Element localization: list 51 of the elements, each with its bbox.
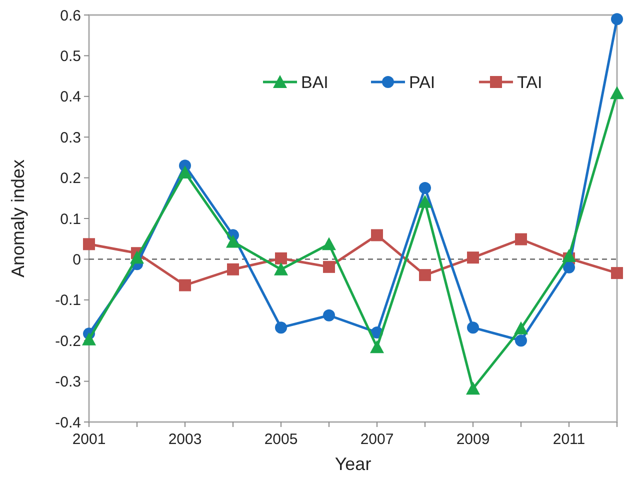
point: [562, 248, 576, 262]
x-tick-label: 2009: [456, 431, 490, 448]
point: [227, 263, 239, 276]
point: [418, 194, 432, 208]
point: [323, 309, 335, 322]
x-tick-label: 2005: [264, 431, 298, 448]
point: [370, 340, 384, 354]
y-tick-label: -0.3: [55, 374, 81, 391]
x-tick-label: 2001: [72, 431, 106, 448]
point: [419, 182, 431, 194]
x-axis-title: Year: [334, 454, 372, 474]
point: [515, 233, 527, 246]
point: [467, 322, 479, 334]
point: [371, 229, 383, 242]
y-tick-label: 0: [72, 251, 81, 268]
point: [130, 250, 144, 264]
x-tick-label: 2003: [168, 431, 202, 448]
y-tick-label: 0.2: [60, 170, 81, 188]
point: [611, 267, 623, 280]
point: [178, 166, 192, 179]
point: [179, 279, 191, 292]
y-tick-label: 0.4: [60, 88, 81, 106]
y-tick-label: -0.1: [55, 292, 81, 310]
point: [275, 322, 287, 334]
legend-label: BAI: [301, 72, 328, 92]
y-tick-label: 0.3: [60, 129, 81, 146]
y-tick-label: 0.6: [60, 7, 81, 24]
x-tick-label: 2011: [552, 431, 586, 448]
y-axis-title: Anomaly index: [8, 159, 28, 278]
point: [274, 262, 288, 276]
legend-label: PAI: [409, 72, 436, 92]
point: [83, 238, 95, 250]
point: [323, 260, 335, 273]
y-tick-label: 0.1: [60, 210, 81, 228]
point: [611, 13, 623, 26]
point: [275, 252, 287, 264]
point: [610, 86, 624, 100]
point: [466, 382, 480, 395]
point: [563, 261, 575, 274]
point: [419, 269, 431, 282]
legend-label: TAI: [517, 72, 542, 92]
point: [515, 334, 527, 347]
y-tick-label: -0.4: [55, 414, 81, 432]
point: [226, 234, 240, 248]
point: [322, 237, 336, 250]
y-tick-label: -0.2: [55, 332, 81, 350]
point: [514, 321, 528, 334]
y-tick-label: 0.5: [60, 48, 81, 65]
point: [467, 252, 479, 264]
point: [82, 332, 96, 346]
x-tick-label: 2007: [360, 431, 394, 448]
